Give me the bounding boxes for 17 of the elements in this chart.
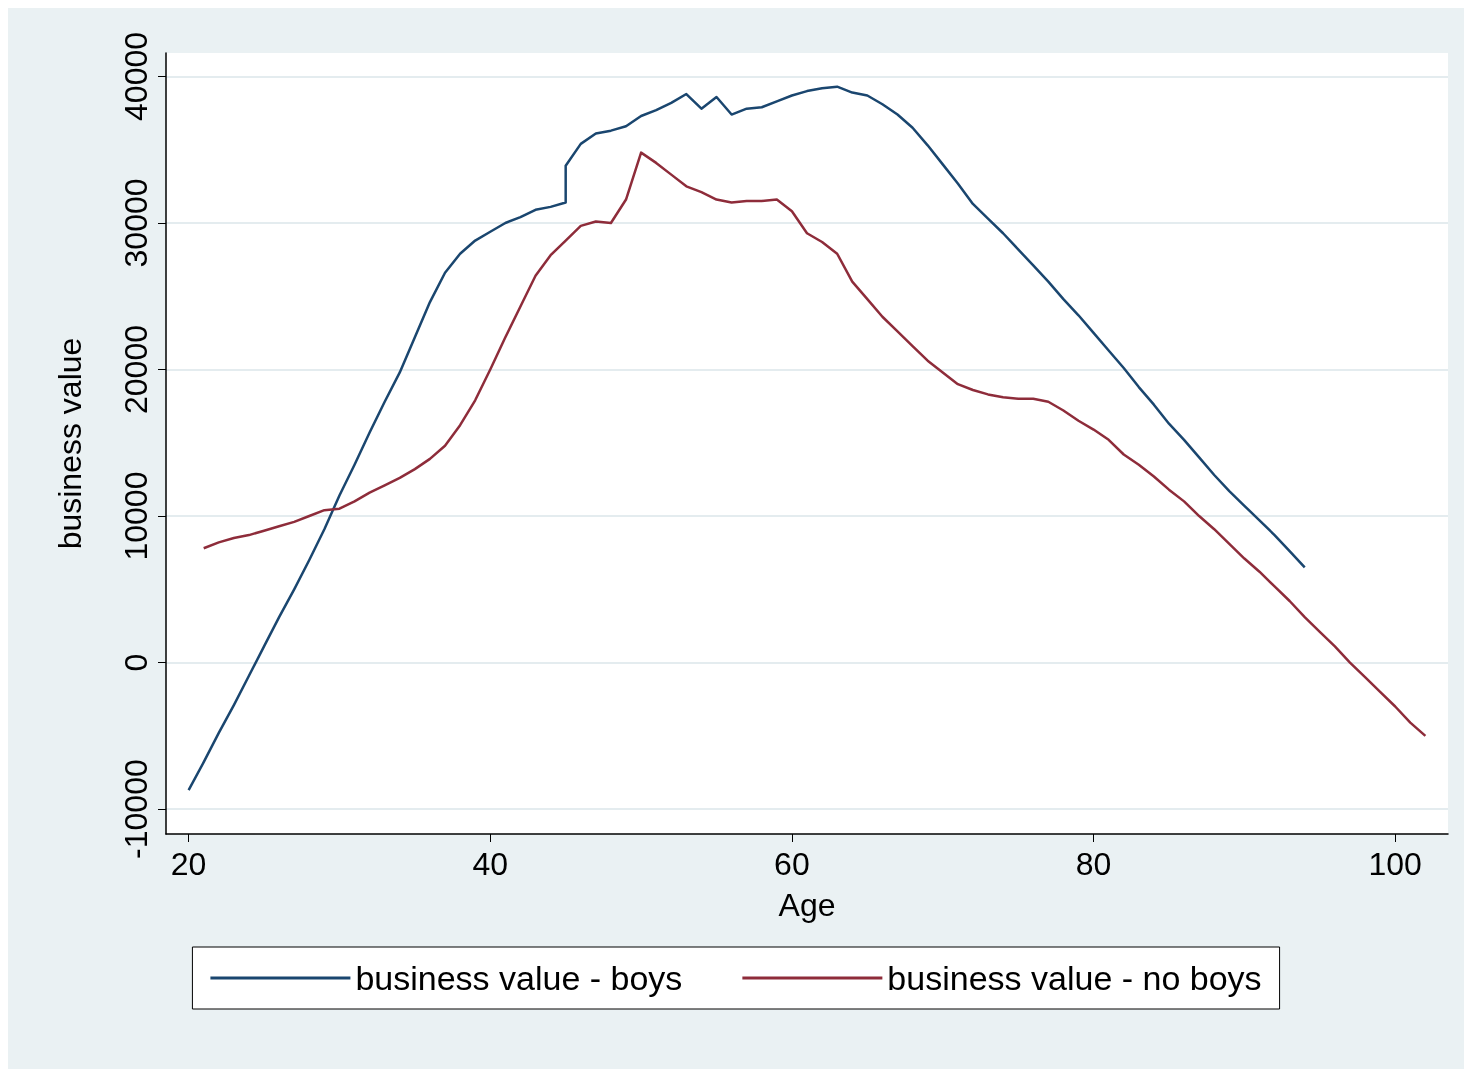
- y-tick-label: 0: [118, 653, 154, 672]
- legend-label: business value - boys: [355, 959, 683, 997]
- y-tick-label: 30000: [118, 178, 154, 268]
- x-axis-title: Age: [778, 887, 836, 923]
- x-tick-label: 20: [170, 846, 207, 882]
- x-tick-label: 80: [1075, 846, 1112, 882]
- legend-label: business value - no boys: [887, 959, 1262, 997]
- line-series: [202, 151, 1427, 738]
- x-tick-label: 60: [774, 846, 810, 882]
- x-tick-label: 40: [472, 846, 509, 882]
- y-axis-title: business value: [52, 337, 88, 550]
- y-tick-label: 10000: [118, 471, 154, 561]
- y-tick-label: -10000: [118, 759, 154, 859]
- y-tick-label: 40000: [118, 31, 154, 121]
- x-tick-label: 100: [1368, 846, 1422, 882]
- y-tick-label: 20000: [118, 325, 154, 414]
- line-series: [187, 85, 1306, 792]
